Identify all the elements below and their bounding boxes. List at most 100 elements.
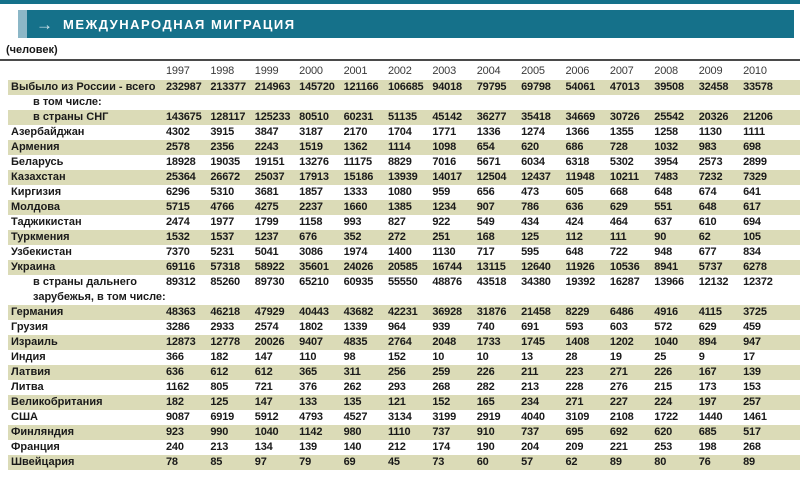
value-cell: 128117 bbox=[210, 111, 246, 123]
value-cell: 1333 bbox=[343, 186, 368, 198]
value-cell: 3199 bbox=[432, 411, 457, 423]
value-cell: 47013 bbox=[609, 81, 640, 93]
value-cell: 125 bbox=[210, 396, 229, 408]
value-cell: 685 bbox=[698, 426, 717, 438]
value-cell: 1110 bbox=[387, 426, 411, 438]
value-cell: 3109 bbox=[565, 411, 590, 423]
row-label-cell: Азербайджан bbox=[11, 126, 85, 138]
value-cell: 25 bbox=[654, 351, 667, 363]
value-cell: 121 bbox=[387, 396, 406, 408]
value-cell: 3681 bbox=[254, 186, 279, 198]
value-cell: 153 bbox=[743, 381, 761, 393]
value-cell: 57 bbox=[521, 456, 533, 468]
value-cell: 224 bbox=[654, 396, 673, 408]
value-cell: 12437 bbox=[521, 171, 551, 183]
table-row: Туркмения 1532 1537 1237 676 352 272 251 168 125 1… bbox=[8, 230, 800, 245]
value-cell: 721 bbox=[254, 381, 273, 393]
value-cell: 2108 bbox=[609, 411, 634, 423]
value-cell: 3954 bbox=[654, 156, 678, 168]
value-cell: 6278 bbox=[743, 261, 767, 273]
value-cell: 691 bbox=[521, 321, 539, 333]
value-cell: 106685 bbox=[387, 81, 424, 93]
migration-table: 1997 1998 1999 2000 2001 2002 2003 2004 2005 2006… bbox=[0, 64, 800, 470]
year-header-cell: 2002 bbox=[387, 65, 412, 77]
value-cell: 167 bbox=[698, 366, 717, 378]
table-row: Таджикистан 2474 1977 1799 1158 993 827 922 549 4… bbox=[8, 215, 800, 230]
value-cell: 51135 bbox=[387, 111, 417, 123]
value-cell: 36928 bbox=[432, 306, 462, 318]
year-header-cell: 1999 bbox=[254, 65, 279, 77]
value-cell: 271 bbox=[609, 366, 628, 378]
value-cell: 12640 bbox=[521, 261, 551, 273]
value-cell: 1274 bbox=[521, 126, 545, 138]
value-cell: 6296 bbox=[166, 186, 190, 198]
value-cell: 311 bbox=[343, 366, 361, 378]
value-cell: 4527 bbox=[343, 411, 368, 423]
value-cell: 212 bbox=[387, 441, 406, 453]
value-cell: 24026 bbox=[343, 261, 374, 273]
value-cell: 21206 bbox=[743, 111, 773, 123]
row-label-cell: Франция bbox=[11, 441, 60, 453]
value-cell: 268 bbox=[432, 381, 451, 393]
value-cell: 3187 bbox=[299, 126, 323, 138]
value-cell: 1532 bbox=[166, 231, 190, 243]
value-cell: 9407 bbox=[299, 336, 323, 348]
value-cell: 10211 bbox=[609, 171, 639, 183]
value-cell: 786 bbox=[521, 201, 539, 213]
value-cell: 1722 bbox=[654, 411, 678, 423]
row-label-cell: Таджикистан bbox=[11, 216, 82, 228]
value-cell: 213377 bbox=[210, 81, 246, 93]
value-cell: 3915 bbox=[210, 126, 235, 138]
table-row: в том числе: bbox=[8, 95, 800, 110]
value-cell: 737 bbox=[432, 426, 451, 438]
value-cell: 5310 bbox=[210, 186, 235, 198]
value-cell: 1111 bbox=[743, 126, 765, 138]
value-cell: 1362 bbox=[343, 141, 368, 153]
row-label-cell: Швейцария bbox=[11, 456, 75, 468]
value-cell: 213 bbox=[210, 441, 229, 453]
year-header-cell: 1997 bbox=[166, 65, 190, 77]
value-cell: 4916 bbox=[654, 306, 678, 318]
banner-main: → МЕЖДУНАРОДНАЯ МИГРАЦИЯ bbox=[27, 10, 794, 38]
row-label-cell: в страны дальнего зарубежья, в том числе… bbox=[33, 276, 166, 303]
value-cell: 215 bbox=[654, 381, 673, 393]
value-cell: 620 bbox=[654, 426, 673, 438]
row-label-cell: Туркмения bbox=[11, 231, 70, 243]
value-cell: 90 bbox=[654, 231, 667, 243]
top-accent-line bbox=[0, 0, 800, 4]
table-row: Латвия 636 612 612 365 311 256 259 226 211 223 271 2… bbox=[8, 365, 800, 380]
value-cell: 40443 bbox=[299, 306, 329, 318]
value-cell: 253 bbox=[654, 441, 673, 453]
value-cell: 152 bbox=[432, 396, 451, 408]
value-cell: 105 bbox=[743, 231, 761, 243]
value-cell: 73 bbox=[432, 456, 445, 468]
value-cell: 686 bbox=[565, 141, 584, 153]
year-header-cell: 2005 bbox=[521, 65, 545, 77]
value-cell: 282 bbox=[476, 381, 495, 393]
table-row: Беларусь 18928 19035 19151 13276 11175 8829 701… bbox=[8, 155, 800, 170]
value-cell: 11926 bbox=[565, 261, 595, 273]
value-cell: 33578 bbox=[743, 81, 773, 93]
value-cell: 30726 bbox=[609, 111, 640, 123]
value-cell: 135 bbox=[343, 396, 362, 408]
value-cell: 89312 bbox=[166, 276, 196, 288]
value-cell: 62 bbox=[565, 456, 578, 468]
value-cell: 8829 bbox=[387, 156, 412, 168]
value-cell: 2899 bbox=[743, 156, 767, 168]
value-cell: 1114 bbox=[387, 141, 411, 153]
value-cell: 125233 bbox=[254, 111, 291, 123]
value-cell: 5231 bbox=[210, 246, 235, 258]
value-cell: 10536 bbox=[609, 261, 640, 273]
value-cell: 25037 bbox=[254, 171, 285, 183]
value-cell: 47929 bbox=[254, 306, 285, 318]
table-row: Узбекистан 7370 5231 5041 3086 1974 1400 1130 71… bbox=[8, 245, 800, 260]
row-label-cell: Киргизия bbox=[11, 186, 62, 198]
value-cell: 424 bbox=[565, 216, 584, 228]
value-cell: 4793 bbox=[299, 411, 323, 423]
value-cell: 1355 bbox=[609, 126, 634, 138]
year-header-cell: 2007 bbox=[609, 65, 634, 77]
value-cell: 5715 bbox=[166, 201, 190, 213]
value-cell: 1802 bbox=[299, 321, 323, 333]
value-cell: 612 bbox=[254, 366, 273, 378]
value-cell: 464 bbox=[609, 216, 628, 228]
